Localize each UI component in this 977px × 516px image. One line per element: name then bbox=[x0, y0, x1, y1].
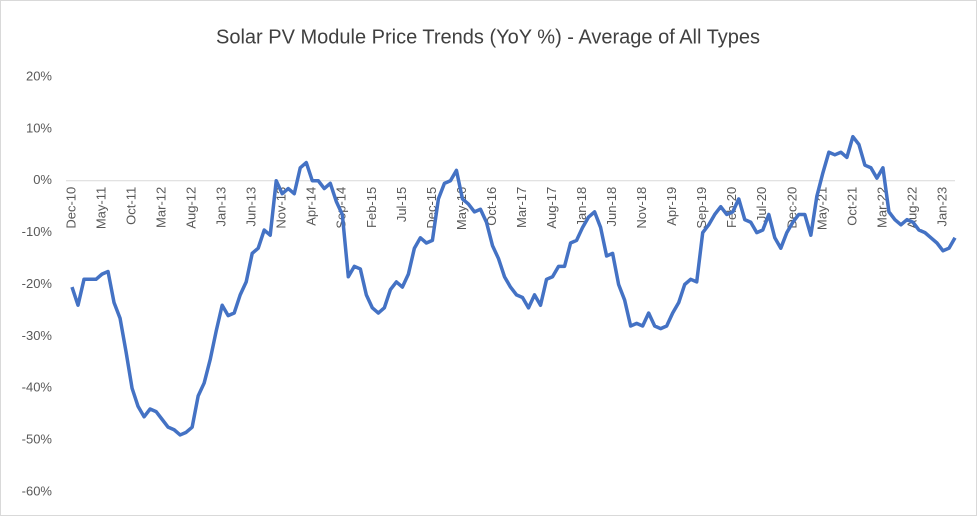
x-tick-label: Jan-23 bbox=[934, 187, 949, 227]
x-tick-label: Aug-17 bbox=[544, 187, 559, 229]
chart-title: Solar PV Module Price Trends (YoY %) - A… bbox=[216, 26, 760, 48]
x-tick-label: Aug-12 bbox=[184, 187, 199, 229]
x-tick-label: Nov-13 bbox=[274, 187, 289, 229]
x-tick-label: Jan-13 bbox=[214, 187, 229, 227]
x-tick-label: Jan-18 bbox=[574, 187, 589, 227]
x-tick-label: Oct-16 bbox=[484, 187, 499, 226]
x-tick-label: Jun-13 bbox=[244, 187, 259, 227]
x-tick-label: May-11 bbox=[93, 187, 108, 229]
y-tick-label: -40% bbox=[22, 380, 53, 395]
y-tick-label: 20% bbox=[26, 68, 52, 83]
x-tick-label: Apr-19 bbox=[664, 187, 679, 226]
x-tick-label: Oct-11 bbox=[124, 187, 139, 225]
x-tick-label: Feb-15 bbox=[364, 187, 379, 228]
x-tick-label: Oct-21 bbox=[844, 187, 859, 226]
x-tick-label: Nov-18 bbox=[634, 187, 649, 229]
x-tick-label: Sep-14 bbox=[334, 187, 349, 229]
y-tick-label: -20% bbox=[22, 276, 53, 291]
y-tick-label: 0% bbox=[33, 172, 52, 187]
data-line bbox=[70, 134, 957, 437]
y-tick-label: -30% bbox=[22, 328, 53, 343]
y-tick-label: -60% bbox=[22, 483, 53, 498]
x-tick-label: Mar-12 bbox=[154, 187, 169, 228]
x-tick-label: Dec-10 bbox=[63, 187, 78, 229]
x-tick-label: Feb-20 bbox=[724, 187, 739, 228]
x-tick-label: Sep-19 bbox=[694, 187, 709, 229]
x-tick-label: Apr-14 bbox=[304, 187, 319, 226]
x-tick-label: Mar-17 bbox=[514, 187, 529, 228]
x-tick-label: May-16 bbox=[454, 187, 469, 230]
y-tick-label: 10% bbox=[26, 120, 52, 135]
x-tick-label: Jul-20 bbox=[754, 187, 769, 222]
x-tick-label: Jul-15 bbox=[394, 187, 409, 222]
y-tick-label: -50% bbox=[22, 432, 53, 447]
x-tick-label: Jun-18 bbox=[604, 187, 619, 227]
x-tick-label: Aug-22 bbox=[904, 187, 919, 229]
y-tick-label: -10% bbox=[22, 224, 53, 239]
